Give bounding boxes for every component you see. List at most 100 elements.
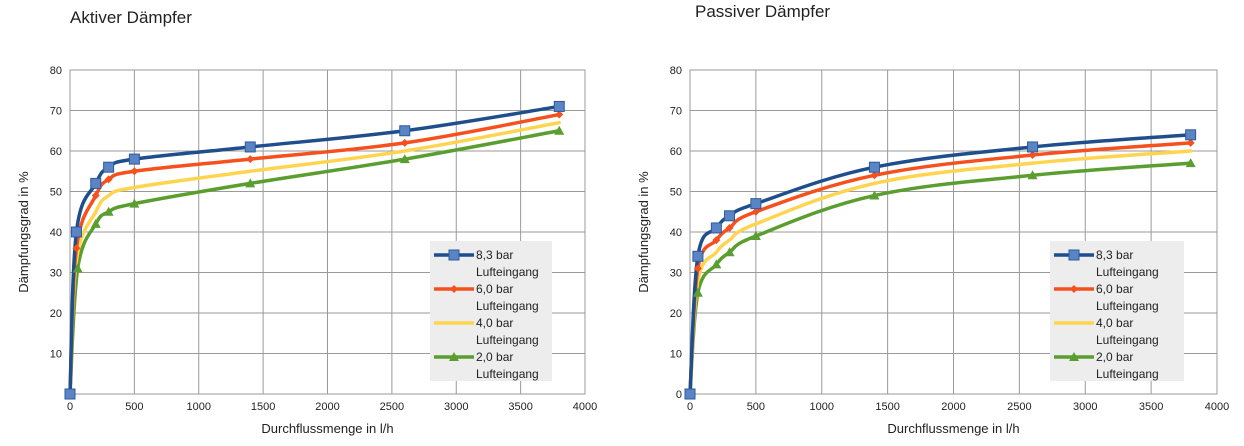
data-point — [554, 125, 565, 135]
legend-swatch-marker — [450, 285, 458, 293]
x-tick-label: 4000 — [1205, 401, 1229, 413]
series-line — [688, 149, 1193, 396]
data-point — [724, 210, 736, 222]
data-point — [72, 263, 83, 273]
data-point — [244, 141, 256, 153]
x-tick-label: 1000 — [187, 401, 211, 413]
legend-swatch-marker — [1069, 352, 1079, 361]
data-point — [130, 167, 139, 176]
plot-frame — [689, 69, 1218, 395]
data-point — [91, 191, 100, 200]
y-tick-label: 30 — [670, 268, 682, 280]
data-point — [868, 161, 880, 173]
data-point — [1027, 141, 1039, 153]
data-point — [711, 259, 722, 269]
y-tick-label: 30 — [50, 268, 62, 280]
legend-swatch-marker — [1068, 249, 1080, 261]
y-tick-label: 80 — [670, 65, 682, 77]
y-tick-label: 60 — [670, 146, 682, 158]
series-group — [64, 100, 565, 400]
y-tick-label: 0 — [676, 389, 682, 401]
legend-entry: 8,3 bar Lufteingang — [1096, 248, 1159, 279]
y-tick-label: 20 — [670, 308, 682, 320]
y-tick-label: 70 — [670, 106, 682, 118]
legend-entry: 2,0 bar Lufteingang — [476, 350, 539, 381]
y-axis-label: Dämpfungsgrad in % — [636, 171, 651, 293]
data-point — [555, 110, 564, 119]
legend-entry: 4,0 bar Lufteingang — [476, 316, 539, 347]
data-point — [72, 244, 81, 253]
data-point — [750, 198, 762, 210]
data-point — [128, 153, 140, 165]
x-axis-label: Durchflussmenge in l/h — [261, 421, 393, 436]
data-point — [869, 190, 880, 200]
x-tick-label: 0 — [687, 401, 693, 413]
x-tick-label: 0 — [67, 401, 73, 413]
legend-entry: 4,0 bar Lufteingang — [1096, 316, 1159, 347]
chart-panel-aktiv: Aktiver Dämpfer 0 500 1000 1500 2000 2500 3000… — [16, 8, 597, 436]
x-tick-label: 500 — [125, 401, 143, 413]
x-tick-label: 2000 — [315, 401, 339, 413]
data-point — [692, 287, 703, 297]
y-tick-label: 10 — [670, 349, 682, 361]
x-tick-label: 2500 — [380, 401, 404, 413]
chart-passiv: 0 500 1000 1500 2000 2500 3000 3500 4000 0 10 20 30 4… — [636, 65, 1229, 436]
data-point — [693, 264, 702, 273]
data-point — [553, 100, 565, 112]
x-tick-label: 1000 — [810, 401, 834, 413]
data-point — [712, 236, 721, 245]
y-tick-label: 40 — [50, 227, 62, 239]
y-tick-label: 20 — [50, 308, 62, 320]
legend-entry: 2,0 bar Lufteingang — [1096, 350, 1159, 381]
x-tick-label: 2500 — [1007, 401, 1031, 413]
chart-title: Passiver Dämpfer — [695, 2, 831, 21]
y-axis-label: Dämpfungsgrad in % — [16, 171, 31, 293]
x-tick-label: 3500 — [1139, 401, 1163, 413]
x-tick-label: 3500 — [508, 401, 532, 413]
data-point — [725, 223, 734, 232]
legend-entry: 6,0 bar Lufteingang — [476, 282, 539, 313]
chart-panel-passiv: Passiver Dämpfer 0 500 1000 1500 2000 2500 30 0… — [622, 0, 1244, 446]
data-point — [692, 250, 704, 262]
legend-entry: 8,3 bar Lufteingang — [476, 248, 539, 279]
x-tick-label: 1500 — [251, 401, 275, 413]
data-point — [64, 388, 76, 400]
data-point — [1186, 138, 1195, 147]
data-point — [129, 198, 140, 208]
data-point — [1185, 129, 1197, 141]
y-tick-label: 60 — [50, 146, 62, 158]
x-tick-label: 500 — [747, 401, 765, 413]
legend-swatch-marker — [1070, 285, 1078, 293]
data-point — [1185, 158, 1196, 168]
plot-frame — [69, 69, 586, 395]
data-point — [90, 177, 102, 189]
series-group — [684, 129, 1197, 400]
data-point — [751, 207, 760, 216]
legend-swatch-marker — [448, 249, 460, 261]
y-tick-label: 50 — [50, 187, 62, 199]
data-point — [1027, 170, 1038, 180]
y-tick-label: 80 — [50, 65, 62, 77]
data-point — [246, 155, 255, 164]
y-tick-label: 70 — [50, 106, 62, 118]
data-point — [684, 388, 696, 400]
legend-entry: 6,0 bar Lufteingang — [1096, 282, 1159, 313]
chart-aktiv: 0 500 1000 1500 2000 2500 3000 3500 4000 10 20 30 40… — [16, 65, 597, 436]
data-point — [90, 218, 101, 228]
data-point — [870, 171, 879, 180]
x-tick-label: 2000 — [941, 401, 965, 413]
y-tick-label: 40 — [670, 227, 682, 239]
x-tick-label: 3000 — [444, 401, 468, 413]
data-point — [724, 247, 735, 257]
data-point — [400, 138, 409, 147]
x-axis-label: Durchflussmenge in l/h — [887, 421, 1019, 436]
data-point — [399, 125, 411, 137]
data-point — [70, 226, 82, 238]
x-tick-label: 1500 — [875, 401, 899, 413]
data-point — [750, 231, 761, 241]
data-point — [710, 222, 722, 234]
data-point — [399, 154, 410, 164]
data-point — [245, 178, 256, 188]
